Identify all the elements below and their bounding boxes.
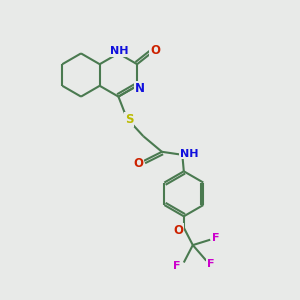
Text: F: F bbox=[212, 233, 219, 243]
Text: O: O bbox=[173, 224, 183, 237]
Text: NH: NH bbox=[110, 46, 128, 56]
Text: N: N bbox=[135, 82, 145, 95]
Text: O: O bbox=[150, 44, 160, 57]
Text: S: S bbox=[125, 113, 134, 126]
Text: F: F bbox=[207, 259, 214, 269]
Text: O: O bbox=[134, 157, 143, 170]
Text: NH: NH bbox=[180, 148, 199, 159]
Text: F: F bbox=[173, 261, 181, 271]
